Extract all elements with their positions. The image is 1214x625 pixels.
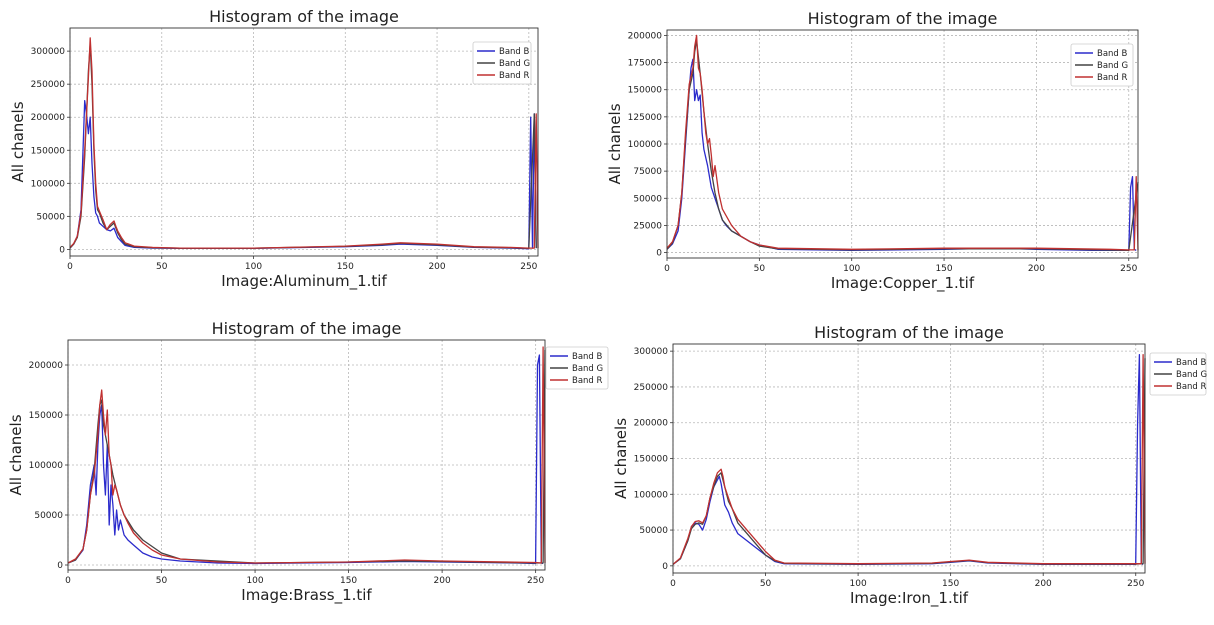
- x-axis-label: Image:Iron_1.tif: [850, 589, 969, 608]
- y-tick-label: 150000: [634, 455, 669, 465]
- x-tick-label: 200: [1035, 579, 1052, 589]
- y-tick-label: 200000: [628, 31, 663, 41]
- axes-frame: [666, 29, 1139, 259]
- chart-title: Histogram of the image: [814, 323, 1004, 342]
- y-tick-label: 100000: [31, 179, 66, 189]
- x-tick-label: 0: [65, 576, 71, 586]
- legend-label-2: Band G: [1176, 370, 1207, 380]
- y-tick-label: 0: [57, 561, 63, 571]
- y-axis-label: All chanels: [9, 101, 27, 182]
- y-tick-label: 150000: [29, 411, 64, 421]
- series-line-3: [672, 354, 1146, 565]
- x-tick-label: 150: [340, 576, 357, 586]
- series-line-3: [666, 34, 1139, 251]
- legend-label-1: Band B: [1176, 358, 1207, 368]
- legend-box: [1149, 352, 1207, 396]
- y-axis-label: All chanels: [612, 418, 630, 499]
- x-axis-label: Image:Aluminum_1.tif: [221, 272, 387, 291]
- y-tick-label: 200000: [29, 361, 64, 371]
- chart-panel-2: Histogram of the image 0 50 100 150 200 250 0 25…: [606, 9, 1139, 293]
- legend-label-1: Band B: [499, 47, 530, 57]
- x-tick-label: 50: [156, 576, 168, 586]
- axes-frame: [69, 27, 539, 257]
- x-tick-label: 250: [520, 262, 537, 272]
- x-tick-label: 0: [67, 262, 73, 272]
- y-tick-label: 0: [662, 562, 668, 572]
- x-tick-label: 200: [1028, 264, 1045, 274]
- legend-label-1: Band B: [1097, 49, 1128, 59]
- y-tick-label: 250000: [634, 383, 669, 393]
- legend-box: [1070, 43, 1134, 87]
- x-tick-label: 100: [850, 579, 867, 589]
- y-tick-label: 75000: [633, 167, 662, 177]
- axes-frame: [67, 339, 546, 571]
- x-tick-label: 50: [156, 262, 168, 272]
- x-tick-label: 100: [246, 576, 263, 586]
- legend-label-3: Band R: [499, 71, 530, 81]
- chart-panel-4: Histogram of the image 0 50 100 150 200 250 0 50…: [612, 323, 1207, 608]
- y-tick-label: 250000: [31, 80, 66, 90]
- y-tick-label: 25000: [633, 221, 662, 231]
- legend-label-1: Band B: [572, 352, 603, 362]
- x-tick-label: 0: [670, 579, 676, 589]
- series-line-3: [67, 346, 546, 564]
- x-tick-label: 0: [664, 264, 670, 274]
- chart-title: Histogram of the image: [808, 9, 998, 28]
- chart-title: Histogram of the image: [209, 7, 399, 26]
- y-tick-label: 125000: [628, 113, 663, 123]
- legend-label-3: Band R: [572, 376, 603, 386]
- y-tick-label: 175000: [628, 59, 663, 69]
- x-tick-label: 250: [1120, 264, 1137, 274]
- x-tick-label: 100: [245, 262, 262, 272]
- y-tick-label: 150000: [31, 146, 66, 156]
- y-tick-label: 0: [59, 245, 65, 255]
- plot-area: [68, 340, 545, 570]
- series-line-3: [69, 37, 539, 249]
- y-tick-label: 50000: [633, 194, 662, 204]
- chart-panel-1: Histogram of the image 0 50 100 150 200 250 0 50…: [9, 7, 539, 291]
- x-tick-label: 50: [760, 579, 772, 589]
- y-tick-label: 100000: [628, 140, 663, 150]
- y-tick-label: 150000: [628, 86, 663, 96]
- y-tick-label: 100000: [634, 490, 669, 500]
- y-tick-label: 300000: [634, 347, 669, 357]
- y-tick-label: 50000: [36, 212, 65, 222]
- y-tick-label: 100000: [29, 461, 64, 471]
- x-tick-label: 250: [527, 576, 544, 586]
- y-tick-label: 200000: [634, 419, 669, 429]
- axes-frame: [672, 343, 1146, 574]
- legend-label-2: Band G: [1097, 61, 1128, 71]
- y-tick-label: 50000: [34, 511, 63, 521]
- legend-label-3: Band R: [1097, 73, 1128, 83]
- y-axis-label: All chanels: [7, 414, 25, 495]
- chart-panel-3: Histogram of the image 0 50 100 150 200 250 0 50…: [7, 319, 609, 605]
- x-tick-label: 200: [428, 262, 445, 272]
- y-tick-label: 300000: [31, 47, 66, 57]
- x-tick-label: 50: [754, 264, 766, 274]
- y-tick-label: 200000: [31, 113, 66, 123]
- y-tick-label: 50000: [639, 526, 668, 536]
- legend-box: [545, 346, 609, 390]
- legend-box: [472, 41, 532, 85]
- x-tick-label: 100: [843, 264, 860, 274]
- x-tick-label: 150: [942, 579, 959, 589]
- legend-label-2: Band G: [572, 364, 603, 374]
- x-axis-label: Image:Copper_1.tif: [831, 274, 975, 293]
- y-tick-label: 0: [656, 249, 662, 259]
- legend-label-2: Band G: [499, 59, 530, 69]
- chart-title: Histogram of the image: [212, 319, 402, 338]
- x-tick-label: 150: [337, 262, 354, 272]
- y-axis-label: All chanels: [606, 103, 624, 184]
- x-tick-label: 150: [935, 264, 952, 274]
- x-axis-label: Image:Brass_1.tif: [241, 586, 372, 605]
- plot-area: [70, 28, 538, 256]
- x-tick-label: 200: [434, 576, 451, 586]
- legend-label-3: Band R: [1176, 382, 1207, 392]
- x-tick-label: 250: [1127, 579, 1144, 589]
